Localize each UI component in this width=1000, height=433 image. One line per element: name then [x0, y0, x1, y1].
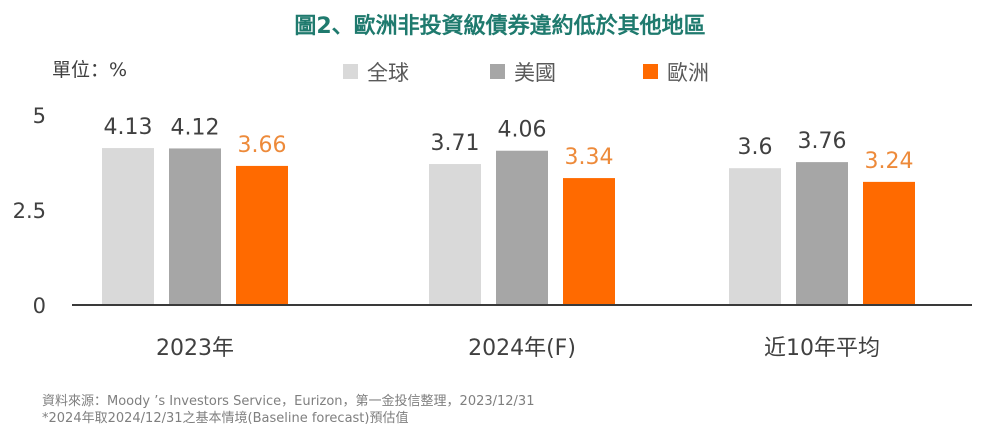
- x-category-label: 近10年平均: [764, 336, 880, 361]
- data-label: 3.71: [431, 131, 480, 156]
- y-axis-ticks: 02.55: [13, 104, 46, 318]
- unit-label: 單位：%: [52, 59, 127, 81]
- data-label: 4.12: [171, 115, 220, 140]
- legend-label: 全球: [367, 61, 409, 85]
- legend-label: 歐洲: [667, 61, 709, 85]
- x-axis-categories: 2023年 2024年(F) 近10年平均: [156, 336, 880, 361]
- legend-swatch: [643, 64, 658, 79]
- source-note: 資料來源：Moody ’s Investors Service，Eurizon，…: [42, 394, 535, 409]
- chart-title: 圖2、歐洲非投資級債券違約低於其他地區: [294, 14, 706, 39]
- bar: [169, 148, 221, 305]
- data-label: 4.13: [104, 115, 153, 140]
- data-label: 4.06: [498, 118, 547, 143]
- bar: [496, 150, 548, 305]
- legend: 全球 美國 歐洲: [343, 61, 709, 85]
- bars: 4.13 3.71 3.6 4.12 4.06 3.76 3.66 3.34 3.24: [102, 115, 915, 305]
- data-label: 3.6: [738, 135, 773, 160]
- bar: [236, 165, 288, 305]
- legend-swatch: [343, 64, 358, 79]
- y-tick-label: 0: [33, 294, 46, 318]
- data-label: 3.24: [865, 149, 914, 174]
- y-tick-label: 2.5: [13, 199, 46, 223]
- x-category-label: 2023年: [156, 336, 234, 361]
- data-label: 3.66: [238, 133, 287, 158]
- legend-label: 美國: [514, 61, 556, 85]
- legend-swatch: [490, 64, 505, 79]
- bar: [102, 148, 154, 305]
- bar: [563, 178, 615, 305]
- bar: [429, 164, 481, 305]
- x-category-label: 2024年(F): [468, 336, 576, 361]
- bar: [729, 168, 781, 305]
- data-label: 3.76: [798, 129, 847, 154]
- bar: [796, 162, 848, 305]
- y-tick-label: 5: [33, 104, 46, 128]
- data-label: 3.34: [565, 145, 614, 170]
- bar: [863, 181, 915, 305]
- forecast-note: *2024年取2024/12/31之基本情境(Baseline forecast…: [42, 411, 409, 426]
